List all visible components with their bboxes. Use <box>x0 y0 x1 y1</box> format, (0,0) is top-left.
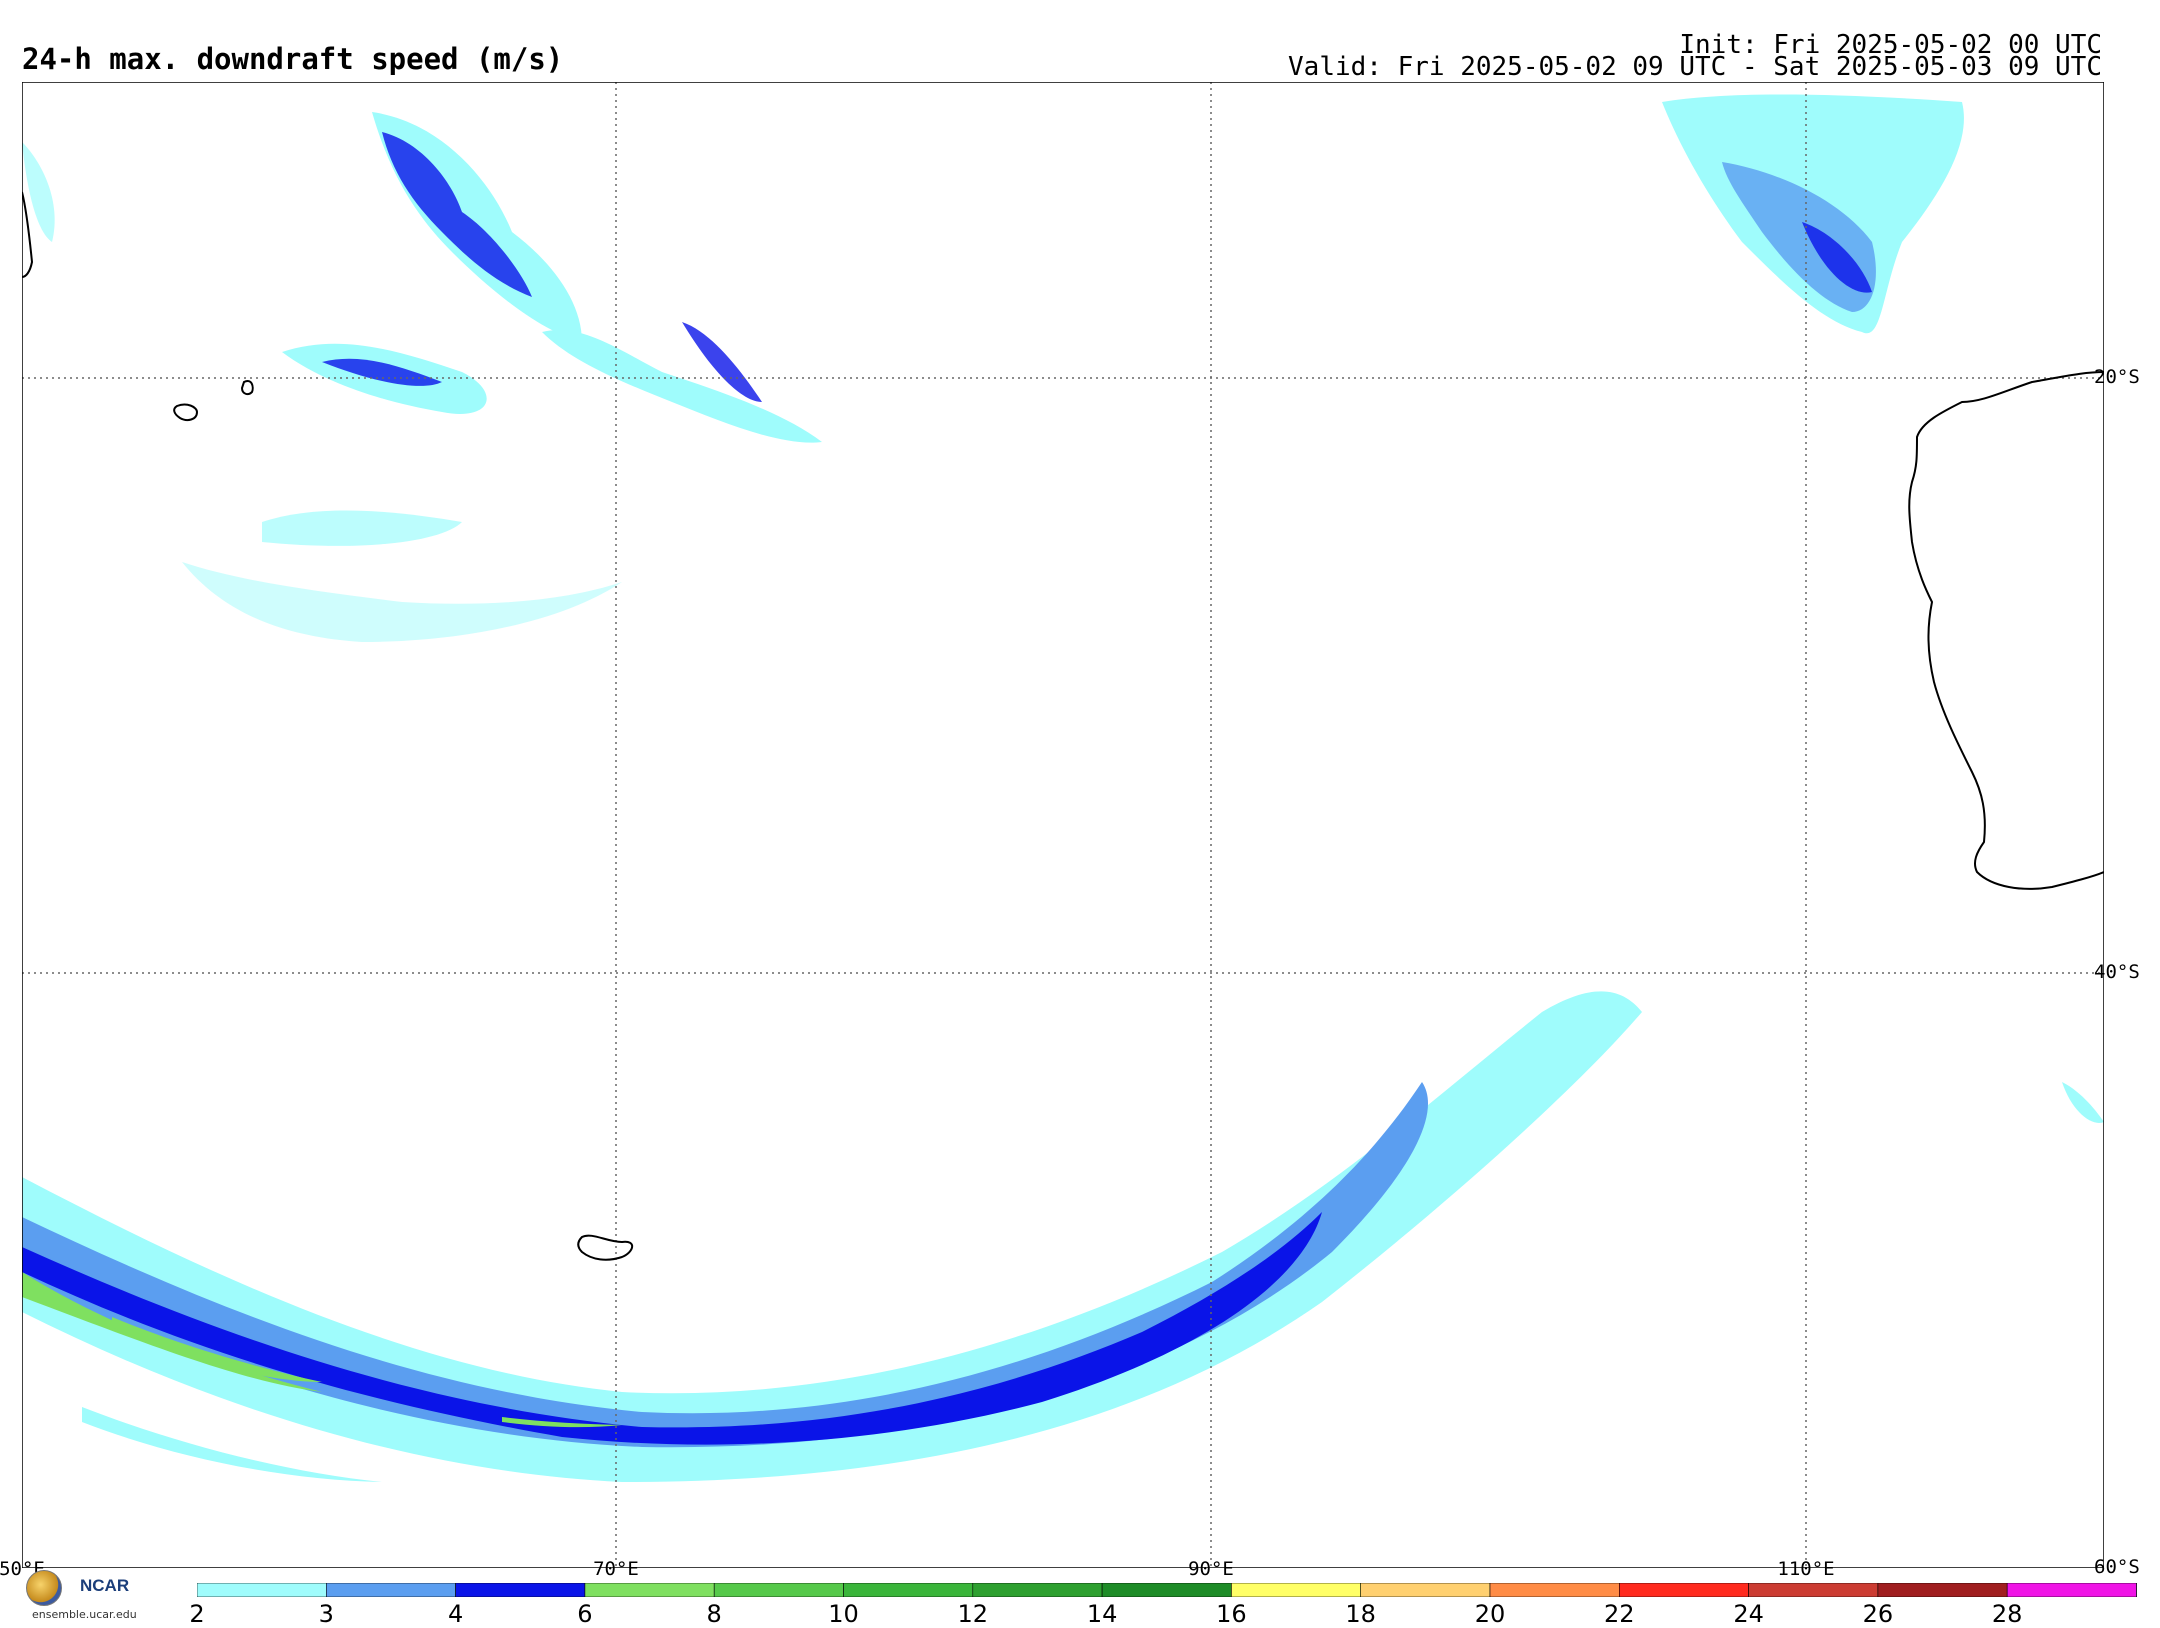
kerguelen-coastline <box>577 1234 634 1261</box>
downdraft-cells-northwest <box>22 112 822 642</box>
downdraft-cells-northeast <box>1662 94 2104 1123</box>
colorbar-tick-label: 12 <box>957 1600 989 1628</box>
init-time: Init: Fri 2025-05-02 00 UTC <box>1679 30 2102 60</box>
colorbar-tick-label: 28 <box>1991 1600 2023 1628</box>
colorbar-segment <box>2006 1583 2137 1597</box>
colorbar-tick-label: 6 <box>577 1600 593 1628</box>
colorbar-segment <box>1489 1583 1620 1597</box>
colorbar-tick-label: 8 <box>706 1600 722 1628</box>
map-title: 24-h max. downdraft speed (m/s) <box>22 42 564 76</box>
colorbar-segment <box>843 1583 974 1597</box>
colorbar-tick-label: 20 <box>1474 1600 1506 1628</box>
map-panel <box>22 82 2104 1568</box>
coastlines <box>22 191 2104 1261</box>
colorbar-tick-label: 22 <box>1604 1600 1635 1628</box>
colorbar-segment <box>1619 1583 1749 1597</box>
colorbar-segment <box>1877 1583 2008 1597</box>
colorbar-segment <box>1748 1583 1879 1597</box>
colorbar-tick-label: 24 <box>1733 1600 1764 1628</box>
colorbar-tick-label: 10 <box>828 1600 859 1628</box>
lat-label-20s: 20°S <box>2094 366 2140 388</box>
colorbar-tick-label: 14 <box>1086 1600 1118 1628</box>
lat-label-60s: 60°S <box>2094 1556 2140 1578</box>
colorbar-segment <box>326 1583 456 1597</box>
colorbar-segment <box>1231 1583 1362 1597</box>
lon-label-90e: 90°E <box>1188 1558 1234 1580</box>
colorbar-segment <box>197 1583 327 1597</box>
madagascar-coastline <box>22 191 34 278</box>
lon-label-110e: 110°E <box>1777 1558 1835 1580</box>
colorbar-segment <box>1360 1583 1491 1597</box>
ncar-logo: NCAR ensemble.ucar.edu <box>22 1568 162 1628</box>
nsf-seal-icon <box>26 1570 62 1606</box>
colorbar-segment <box>1101 1583 1232 1597</box>
colorbar-segment <box>713 1583 844 1597</box>
colorbar <box>197 1583 2137 1597</box>
colorbar-tick-label: 18 <box>1345 1600 1376 1628</box>
colorbar-segment <box>455 1583 586 1597</box>
valid-time: Valid: Fri 2025-05-02 09 UTC - Sat 2025-… <box>1288 52 2102 82</box>
mauritius-coastline <box>240 380 254 396</box>
colorbar-tick-label: 4 <box>447 1600 464 1628</box>
lat-label-40s: 40°S <box>2094 961 2140 983</box>
graticule <box>22 82 2104 1568</box>
australia-coastline <box>1908 371 2104 890</box>
downdraft-band <box>22 991 1642 1482</box>
ensemble-url: ensemble.ucar.edu <box>32 1608 137 1621</box>
reunion-coastline <box>173 403 199 421</box>
lon-label-70e: 70°E <box>593 1558 639 1580</box>
colorbar-tick-label: 3 <box>318 1600 334 1628</box>
ncar-wordmark: NCAR <box>80 1576 130 1595</box>
colorbar-segment <box>972 1583 1103 1597</box>
colorbar-tick-label: 2 <box>189 1600 205 1628</box>
colorbar-tick-label: 26 <box>1862 1600 1894 1628</box>
colorbar-tick-label: 16 <box>1216 1600 1247 1628</box>
colorbar-segment <box>2136 1583 2137 1597</box>
colorbar-segment <box>584 1583 715 1597</box>
